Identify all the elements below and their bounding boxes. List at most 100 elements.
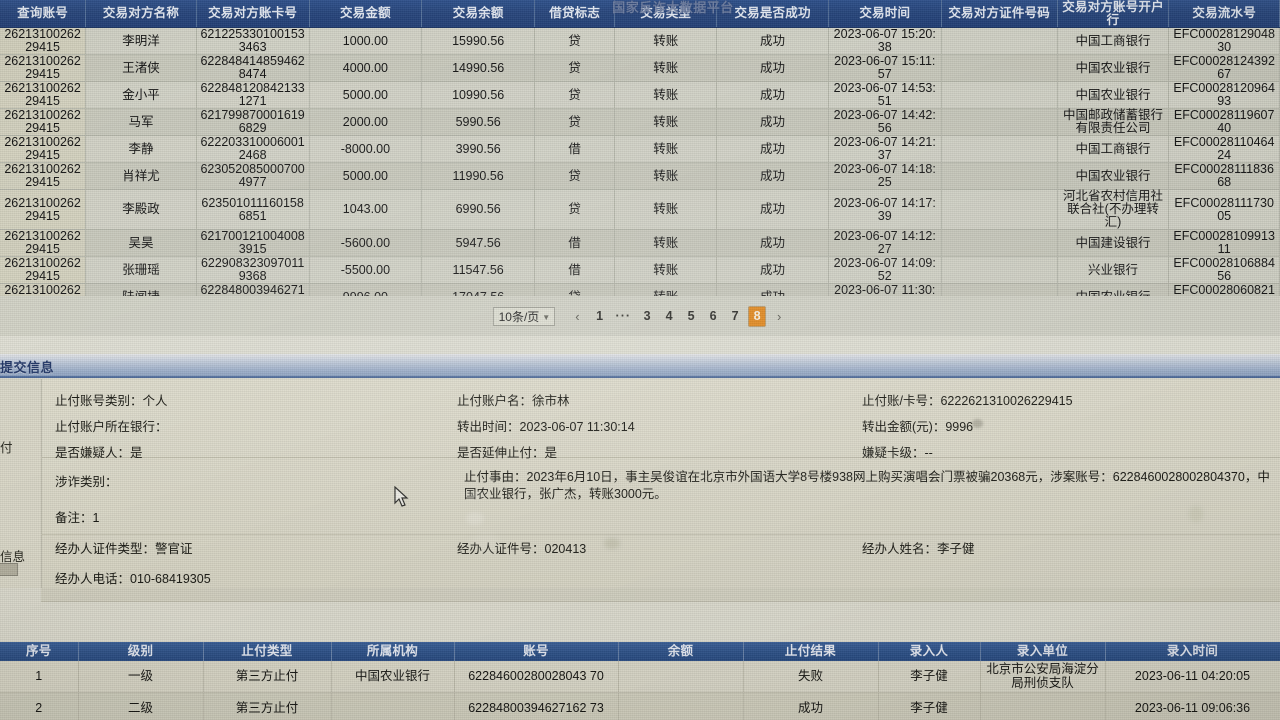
field-label: 经办人姓名：: [862, 542, 938, 556]
cell-serial-no: EFC0002811183668: [1168, 162, 1280, 190]
sidebar-icon-placeholder: [0, 563, 18, 576]
col-header-entry-time[interactable]: 录入时间: [1105, 642, 1280, 661]
cell-operator: 李子健: [878, 661, 981, 693]
table-row[interactable]: 2621310026229415 金小平 6228481208421331271 50…: [0, 81, 1280, 109]
table-header-row: 查询账号 交易对方名称 交易对方账卡号 交易金额 交易余额 借贷标志 交易类型 …: [0, 0, 1280, 28]
cell-counterparty-id: [941, 256, 1058, 284]
cell-trade-time: 2023-06-07 14:18:25: [828, 162, 942, 190]
cell-amount: -5500.00: [309, 256, 423, 284]
cell-amount: -8000.00: [309, 135, 423, 163]
table-row[interactable]: 2621310026229415 李殿政 6235010111601586851 10…: [0, 189, 1280, 230]
field-label: 涉诈类别：: [55, 475, 118, 489]
cell-org: [331, 692, 455, 720]
field-value: 是: [544, 446, 558, 460]
cell-counterparty-id: [941, 162, 1058, 190]
field-operator-id-type: 经办人证件类型：警官证: [55, 538, 193, 557]
cell-serial-no: EFC0002811960740: [1168, 108, 1280, 136]
col-header-counterparty-bank[interactable]: 交易对方账号开户行: [1057, 0, 1170, 28]
page-size-select[interactable]: 10条/页 ▼: [492, 306, 556, 326]
cell-balance: 5947.56: [421, 229, 536, 257]
col-header-operator[interactable]: 录入人: [878, 642, 981, 661]
field-label: 转出时间：: [457, 420, 520, 434]
col-header-counterparty-name[interactable]: 交易对方名称: [85, 0, 197, 28]
field-label: 是否延伸止付：: [457, 446, 545, 460]
cell-counterparty-id: [941, 229, 1058, 257]
cell-success: 成功: [716, 162, 829, 190]
submit-info-panel: 止付账号类别：个人 止付账户名：徐市林 止付账/卡号：6222621310026…: [0, 379, 1280, 588]
col-header-org[interactable]: 所属机构: [331, 642, 455, 661]
cell-counterparty-name: 吴昊: [85, 229, 197, 257]
cell-query-account: 2621310026229415: [0, 54, 87, 82]
col-header-result[interactable]: 止付结果: [743, 642, 879, 661]
col-header-stop-type[interactable]: 止付类型: [203, 642, 332, 661]
field-value: --: [924, 446, 933, 460]
table-row[interactable]: 2 二级 第三方止付 62284800394627162 73 成功 李子健 2023-06…: [0, 692, 1280, 720]
col-header-amount[interactable]: 交易金额: [309, 0, 423, 28]
field-value: 010-68419305: [130, 572, 211, 586]
field-transfer-out-time: 转出时间：2023-06-07 11:30:14: [457, 416, 635, 435]
table-row[interactable]: 2621310026229415 王渚侠 6228484148594628474 40…: [0, 54, 1280, 82]
cell-serial-no: EFC0002812439267: [1168, 54, 1280, 82]
col-header-trade-time[interactable]: 交易时间: [828, 0, 942, 28]
col-header-seq[interactable]: 序号: [0, 642, 79, 661]
cell-serial-no: EFC0002811173005: [1168, 189, 1280, 230]
field-value: 警官证: [155, 542, 193, 556]
cell-query-account: 2621310026229415: [0, 27, 87, 55]
col-header-counterparty-card[interactable]: 交易对方账卡号: [196, 0, 310, 28]
page-button-1[interactable]: 1: [596, 308, 604, 323]
prev-page-button[interactable]: ‹: [575, 308, 580, 324]
cell-counterparty-bank: 中国工商银行: [1057, 27, 1170, 55]
cell-trade-time: 2023-06-07 14:42:56: [828, 108, 942, 136]
bottom-strip: [41, 588, 1280, 602]
cell-level: 一级: [78, 661, 204, 693]
page-size-label: 10条/页: [498, 309, 540, 324]
table-row[interactable]: 2621310026229415 肖祥尤 6230520850007004977 50…: [0, 162, 1280, 190]
page-button-4[interactable]: 4: [665, 308, 673, 323]
col-header-query-account[interactable]: 查询账号: [0, 0, 87, 28]
table-row[interactable]: 2621310026229415 李明洋 6212253301001533463 10…: [0, 27, 1280, 55]
cell-counterparty-card: 6230520850007004977: [196, 162, 310, 190]
field-value: 个人: [142, 394, 168, 408]
field-transfer-out-amount: 转出金额(元)：9996: [862, 416, 973, 435]
cell-dc-flag: 贷: [534, 81, 616, 109]
col-header-success[interactable]: 交易是否成功: [716, 0, 829, 28]
table-row[interactable]: 2621310026229415 张珊瑶 6229083230970119368 -5…: [0, 256, 1280, 284]
cell-amount: 5000.00: [309, 162, 423, 190]
page-button-7[interactable]: 7: [731, 308, 739, 323]
col-header-serial-no[interactable]: 交易流水号: [1168, 0, 1280, 28]
col-header-counterparty-id[interactable]: 交易对方证件号码: [941, 0, 1058, 28]
table-row[interactable]: 2621310026229415 李静 6222033100060012468 -80…: [0, 135, 1280, 163]
field-label: 经办人电话：: [55, 572, 131, 586]
page-button-6[interactable]: 6: [709, 308, 717, 323]
table-row[interactable]: 1 一级 第三方止付 中国农业银行 62284600280028043 70 失败 李子健北…: [0, 661, 1280, 693]
col-header-dc-flag[interactable]: 借贷标志: [534, 0, 616, 28]
cell-serial-no: EFC0002810688456: [1168, 256, 1280, 284]
table-row[interactable]: 2621310026229415 吴昊 6217001210040083915 -56…: [0, 229, 1280, 257]
next-page-button[interactable]: ›: [777, 308, 782, 324]
col-header-unit[interactable]: 录入单位: [980, 642, 1106, 661]
cell-counterparty-card: 6222033100060012468: [196, 135, 310, 163]
col-header-balance[interactable]: 交易余额: [421, 0, 536, 28]
cell-trade-type: 转账: [614, 162, 718, 190]
page-button-3[interactable]: 3: [643, 308, 651, 323]
cell-stop-type: 第三方止付: [203, 661, 332, 693]
cell-counterparty-name: 王渚侠: [85, 54, 197, 82]
col-header-level[interactable]: 级别: [78, 642, 204, 661]
cell-unit: 北京市公安局海淀分局刑侦支队: [980, 661, 1106, 693]
page-button-8-current[interactable]: 8: [749, 306, 766, 326]
cell-dc-flag: 贷: [534, 162, 616, 190]
cell-dc-flag: 借: [534, 256, 616, 284]
cell-counterparty-name: 李明洋: [85, 27, 197, 55]
col-header-trade-type[interactable]: 交易类型: [614, 0, 718, 28]
table-row[interactable]: 2621310026229415 马军 6217998700016196829 200…: [0, 108, 1280, 136]
pagination: 10条/页 ▼ ‹ 1 ··· 3 4 5 6 7 8 ›: [0, 296, 1280, 336]
cell-counterparty-card: 6229083230970119368: [196, 256, 310, 284]
cell-trade-type: 转账: [614, 108, 718, 136]
chevron-down-icon: ▼: [542, 312, 551, 322]
field-label: 止付账户名：: [457, 394, 533, 408]
col-header-account[interactable]: 账号: [454, 642, 619, 661]
page-button-5[interactable]: 5: [687, 308, 695, 323]
cell-serial-no: EFC0002811046424: [1168, 135, 1280, 163]
transaction-table: 查询账号 交易对方名称 交易对方账卡号 交易金额 交易余额 借贷标志 交易类型 …: [0, 0, 1280, 311]
col-header-balance[interactable]: 余额: [618, 642, 744, 661]
